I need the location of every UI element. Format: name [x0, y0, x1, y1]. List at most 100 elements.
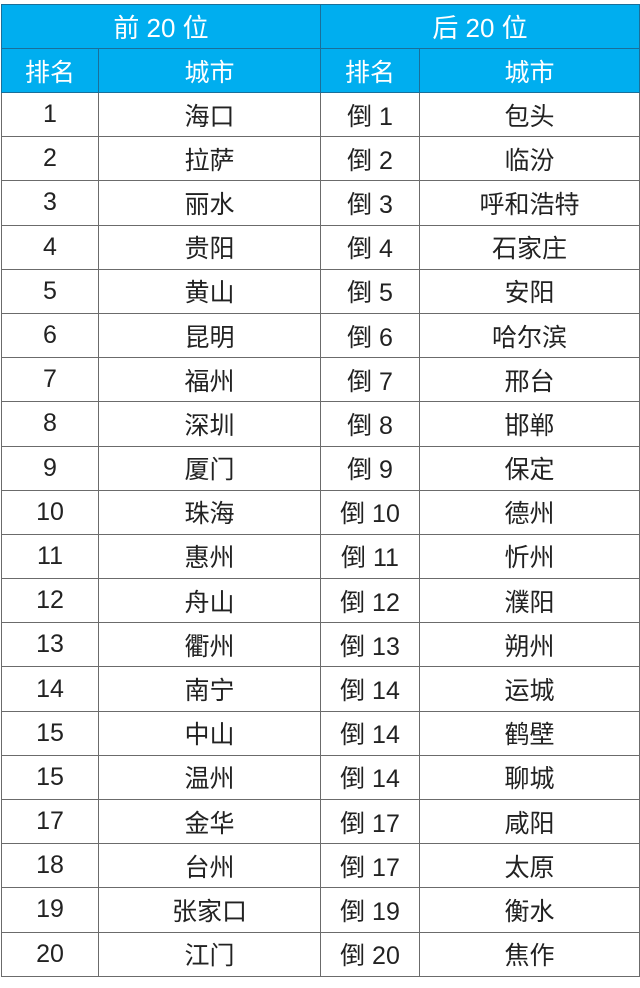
table-row: 9 厦门倒 9 保定	[1, 445, 640, 491]
table-row: 20 江门倒 20 焦作	[1, 931, 640, 977]
bottom-city-cell: 太原	[419, 843, 640, 889]
bottom-city-cell: 聊城	[419, 754, 640, 801]
top-20-header: 前 20 位	[1, 4, 321, 49]
top-rank-cell: 11	[1, 533, 99, 580]
top-city-cell: 深圳	[98, 401, 321, 447]
bottom-rank-cell: 倒 6	[320, 312, 420, 359]
top-city-cell: 张家口	[98, 887, 321, 933]
top-city-cell: 南宁	[98, 666, 321, 712]
top-rank-cell: 2	[1, 136, 99, 182]
bottom-city-cell: 德州	[419, 489, 640, 535]
top-rank-cell: 15	[1, 754, 99, 801]
bottom-city-cell: 临汾	[419, 136, 640, 182]
table-row: 15 中山倒 14 鹤壁	[1, 710, 640, 756]
top-city-cell: 海口	[98, 91, 321, 138]
top-rank-cell: 13	[1, 622, 99, 668]
bottom-city-cell: 呼和浩特	[419, 180, 640, 226]
top-city-cell: 中山	[98, 710, 321, 756]
table-row: 1 海口倒 1 包头	[1, 91, 640, 138]
table-row: 11 惠州倒 11 忻州	[1, 533, 640, 580]
top-rank-cell: 8	[1, 401, 99, 447]
bottom-city-cell: 邢台	[419, 357, 640, 403]
top-rank-cell: 19	[1, 887, 99, 933]
bottom-rank-cell: 倒 14	[320, 710, 420, 756]
bottom-rank-header: 排名	[320, 48, 420, 93]
bottom-rank-cell: 倒 5	[320, 268, 420, 314]
bottom-rank-cell: 倒 17	[320, 798, 420, 845]
bottom-rank-cell: 倒 7	[320, 357, 420, 403]
bottom-city-cell: 濮阳	[419, 578, 640, 624]
table-row: 18 台州倒 17 太原	[1, 843, 640, 889]
table-row: 6 昆明倒 6 哈尔滨	[1, 312, 640, 359]
table-row: 12 舟山倒 12 濮阳	[1, 578, 640, 624]
top-city-cell: 丽水	[98, 180, 321, 226]
top-rank-cell: 4	[1, 224, 99, 270]
bottom-rank-cell: 倒 9	[320, 445, 420, 491]
table-row: 13 衢州倒 13 朔州	[1, 622, 640, 668]
table-row: 8 深圳倒 8 邯郸	[1, 401, 640, 447]
top-rank-cell: 5	[1, 268, 99, 314]
bottom-rank-cell: 倒 17	[320, 843, 420, 889]
top-rank-cell: 6	[1, 312, 99, 359]
top-city-cell: 温州	[98, 754, 321, 801]
bottom-rank-cell: 倒 14	[320, 754, 420, 801]
bottom-city-cell: 石家庄	[419, 224, 640, 270]
top-city-cell: 福州	[98, 357, 321, 403]
bottom-city-cell: 邯郸	[419, 401, 640, 447]
table-row: 14 南宁倒 14 运城	[1, 666, 640, 712]
top-city-cell: 拉萨	[98, 136, 321, 182]
top-city-cell: 厦门	[98, 445, 321, 491]
bottom-rank-cell: 倒 4	[320, 224, 420, 270]
bottom-city-cell: 衡水	[419, 887, 640, 933]
table-row: 5 黄山倒 5 安阳	[1, 268, 640, 314]
top-city-cell: 惠州	[98, 533, 321, 580]
bottom-city-cell: 保定	[419, 445, 640, 491]
bottom-city-cell: 焦作	[419, 931, 640, 977]
table-row: 17 金华倒 17 咸阳	[1, 798, 640, 845]
table-row: 2 拉萨倒 2 临汾	[1, 136, 640, 182]
top-city-cell: 昆明	[98, 312, 321, 359]
top-rank-cell: 20	[1, 931, 99, 977]
city-ranking-table: 前 20 位 后 20 位 排名 城市 排名 城市 1 海口倒 1 包头 2 拉萨倒 2…	[1, 4, 640, 977]
top-rank-cell: 14	[1, 666, 99, 712]
bottom-20-header: 后 20 位	[320, 4, 640, 49]
top-city-cell: 金华	[98, 798, 321, 845]
bottom-city-cell: 鹤壁	[419, 710, 640, 756]
bottom-rank-cell: 倒 10	[320, 489, 420, 535]
top-rank-cell: 18	[1, 843, 99, 889]
bottom-rank-cell: 倒 3	[320, 180, 420, 226]
top-city-cell: 衢州	[98, 622, 321, 668]
bottom-rank-cell: 倒 1	[320, 91, 420, 138]
top-rank-cell: 10	[1, 489, 99, 535]
bottom-rank-cell: 倒 19	[320, 887, 420, 933]
top-rank-cell: 9	[1, 445, 99, 491]
top-city-cell: 江门	[98, 931, 321, 977]
bottom-rank-cell: 倒 13	[320, 622, 420, 668]
top-city-header: 城市	[98, 48, 321, 93]
top-city-cell: 黄山	[98, 268, 321, 314]
top-rank-cell: 17	[1, 798, 99, 845]
bottom-rank-cell: 倒 12	[320, 578, 420, 624]
top-rank-cell: 12	[1, 578, 99, 624]
bottom-city-cell: 哈尔滨	[419, 312, 640, 359]
top-rank-cell: 7	[1, 357, 99, 403]
bottom-city-cell: 朔州	[419, 622, 640, 668]
table-row: 15 温州倒 14 聊城	[1, 754, 640, 801]
bottom-rank-cell: 倒 8	[320, 401, 420, 447]
bottom-city-header: 城市	[419, 48, 640, 93]
table-row: 3 丽水倒 3 呼和浩特	[1, 180, 640, 226]
bottom-rank-cell: 倒 2	[320, 136, 420, 182]
table-row: 4 贵阳倒 4 石家庄	[1, 224, 640, 270]
bottom-city-cell: 咸阳	[419, 798, 640, 845]
bottom-rank-cell: 倒 20	[320, 931, 420, 977]
top-rank-cell: 3	[1, 180, 99, 226]
bottom-rank-cell: 倒 11	[320, 533, 420, 580]
top-city-cell: 贵阳	[98, 224, 321, 270]
top-rank-header: 排名	[1, 48, 99, 93]
top-city-cell: 舟山	[98, 578, 321, 624]
top-city-cell: 台州	[98, 843, 321, 889]
bottom-rank-cell: 倒 14	[320, 666, 420, 712]
table-row: 19 张家口倒 19 衡水	[1, 887, 640, 933]
bottom-city-cell: 忻州	[419, 533, 640, 580]
table-row: 7 福州倒 7 邢台	[1, 357, 640, 403]
